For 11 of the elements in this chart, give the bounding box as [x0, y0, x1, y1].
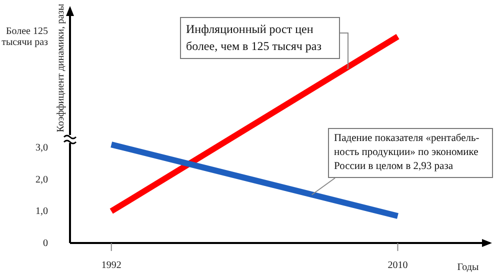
annotation: Инфляционный рост цен более, чем в 125 тысяч раз [180, 17, 340, 59]
y-tick-label: 0 [43, 238, 48, 248]
y-tick-label: 3,0 [36, 142, 48, 154]
x-axis-title: Годы [457, 262, 479, 273]
y-tick-label: 1,0 [36, 206, 48, 217]
annotation: Падение показателя «рентабель-ность продукции» по экономике России в целом в 2,93 раза [328, 128, 493, 178]
x-tick-label: 1992 [101, 260, 122, 272]
y-tick-label: 2,0 [36, 174, 48, 185]
y-tick-label: Более 125 тысячи раз [2, 26, 48, 48]
y-axis-title: Коэффициент динамики, разы [56, 4, 66, 132]
x-tick-label: 2010 [388, 260, 408, 272]
